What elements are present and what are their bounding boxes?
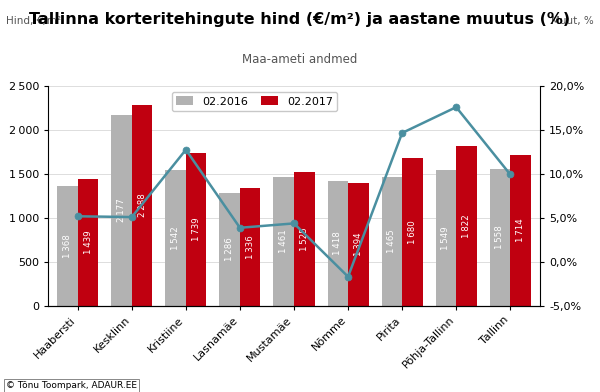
Text: 1 549: 1 549 [442,226,451,250]
Bar [436,170,456,306]
Text: 1 336: 1 336 [246,235,255,259]
Text: 1 739: 1 739 [191,218,200,241]
Text: 1 461: 1 461 [279,230,288,254]
Text: 1 465: 1 465 [388,230,397,253]
Bar [456,146,477,306]
Text: 1 368: 1 368 [63,234,72,258]
Text: Hind, €/m²: Hind, €/m² [6,16,61,26]
Bar [382,177,402,306]
Bar [132,105,152,306]
Bar [57,186,78,306]
Text: 1 680: 1 680 [408,220,417,244]
Text: 1 418: 1 418 [333,232,342,255]
Bar [78,180,98,306]
Text: 1 394: 1 394 [354,233,363,256]
Bar [186,153,206,306]
Bar [294,172,314,306]
Bar [328,181,348,306]
Bar [490,169,510,306]
Text: 1 542: 1 542 [171,226,180,250]
Text: 1 439: 1 439 [83,231,92,254]
Bar [510,155,531,306]
Bar [274,178,294,306]
Text: © Tõnu Toompark, ADAUR.EE: © Tõnu Toompark, ADAUR.EE [6,381,137,390]
Text: Maa-ameti andmed: Maa-ameti andmed [242,53,358,66]
Text: 1 714: 1 714 [516,219,525,242]
Text: Tallinna korteritehingute hind (€/m²) ja aastane muutus (%): Tallinna korteritehingute hind (€/m²) ja… [29,12,571,27]
Text: Muut, %: Muut, % [551,16,594,26]
Bar [402,158,422,306]
Bar [240,189,260,306]
Bar [166,171,186,306]
Text: 1 525: 1 525 [300,227,309,250]
Bar [111,114,132,306]
Text: 1 558: 1 558 [496,225,505,249]
Text: 1 286: 1 286 [225,238,234,261]
Text: 1 822: 1 822 [462,214,471,238]
Text: 2 288: 2 288 [137,193,146,217]
Text: 2 177: 2 177 [117,198,126,222]
Legend: 02.2016, 02.2017: 02.2016, 02.2017 [172,92,337,111]
Bar [220,193,240,306]
Bar [348,183,368,306]
